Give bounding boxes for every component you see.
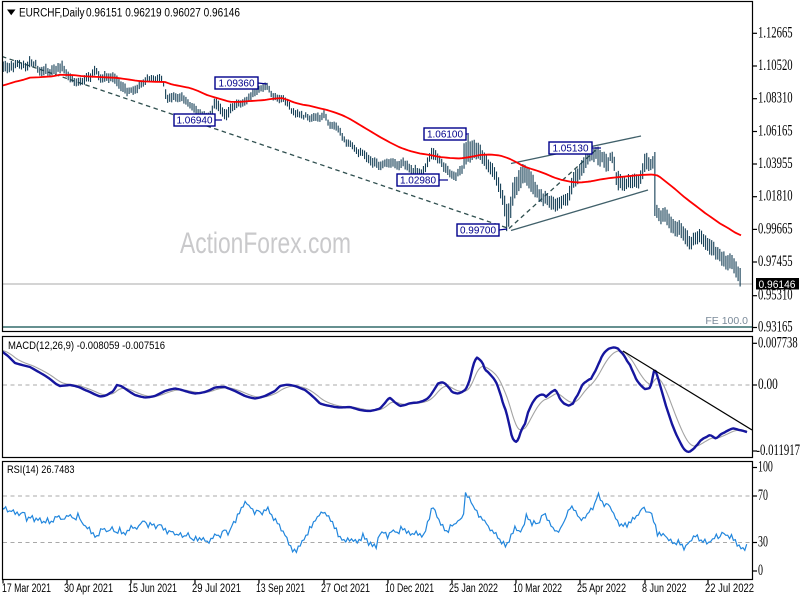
svg-text:0.99665: 0.99665 [758, 220, 793, 237]
svg-text:22 Jul 2022: 22 Jul 2022 [705, 583, 754, 595]
svg-text:0.007738: 0.007738 [758, 334, 798, 351]
svg-text:0.99700: 0.99700 [460, 225, 496, 237]
svg-text:0: 0 [758, 562, 763, 579]
svg-text:29 Jul 2021: 29 Jul 2021 [192, 583, 241, 595]
svg-text:30: 30 [758, 534, 768, 551]
svg-text:1.05130: 1.05130 [553, 143, 589, 155]
svg-text:FE 100.0: FE 100.0 [705, 315, 748, 327]
svg-text:0.95310: 0.95310 [758, 287, 793, 304]
svg-text:-0.011917: -0.011917 [756, 442, 800, 459]
svg-text:RSI(14) 26.7483: RSI(14) 26.7483 [7, 464, 75, 476]
svg-text:1.09360: 1.09360 [219, 78, 255, 90]
svg-text:25 Apr 2022: 25 Apr 2022 [577, 583, 626, 595]
svg-text:1.10520: 1.10520 [758, 57, 793, 74]
svg-text:13 Sep 2021: 13 Sep 2021 [256, 583, 305, 595]
svg-text:10 Mar 2022: 10 Mar 2022 [513, 583, 562, 595]
svg-text:1.08310: 1.08310 [758, 90, 793, 107]
svg-text:0.93165: 0.93165 [758, 319, 793, 336]
svg-text:70: 70 [758, 487, 768, 504]
svg-text:1.02980: 1.02980 [400, 175, 436, 187]
svg-text:15 Jun 2021: 15 Jun 2021 [128, 583, 177, 595]
svg-text:ActionForex.com: ActionForex.com [180, 227, 351, 260]
svg-text:17 Mar 2021: 17 Mar 2021 [2, 583, 51, 595]
svg-text:1.12665: 1.12665 [758, 24, 793, 41]
svg-text:0.96151 0.96219 0.96027 0.9614: 0.96151 0.96219 0.96027 0.96146 [86, 8, 240, 20]
svg-text:1.06940: 1.06940 [177, 115, 213, 127]
svg-text:0.96146: 0.96146 [759, 279, 796, 291]
svg-text:27 Oct 2021: 27 Oct 2021 [321, 583, 370, 595]
svg-text:1.03955: 1.03955 [758, 155, 793, 172]
svg-text:30 Apr 2021: 30 Apr 2021 [64, 583, 113, 595]
svg-text:10 Dec 2021: 10 Dec 2021 [385, 583, 434, 595]
svg-text:25 Jan 2022: 25 Jan 2022 [449, 583, 498, 595]
svg-text:1.01810: 1.01810 [758, 188, 793, 205]
svg-text:0.97455: 0.97455 [758, 253, 793, 270]
svg-text:1.06165: 1.06165 [758, 123, 793, 140]
svg-text:MACD(12,26,9) -0.008059 -0.007: MACD(12,26,9) -0.008059 -0.007516 [8, 340, 165, 352]
svg-text:0.00: 0.00 [758, 376, 778, 393]
svg-text:EURCHF,Daily: EURCHF,Daily [19, 8, 85, 20]
svg-text:100: 100 [758, 459, 773, 476]
svg-text:8 Jun 2022: 8 Jun 2022 [642, 583, 687, 595]
svg-text:1.06100: 1.06100 [427, 129, 463, 141]
